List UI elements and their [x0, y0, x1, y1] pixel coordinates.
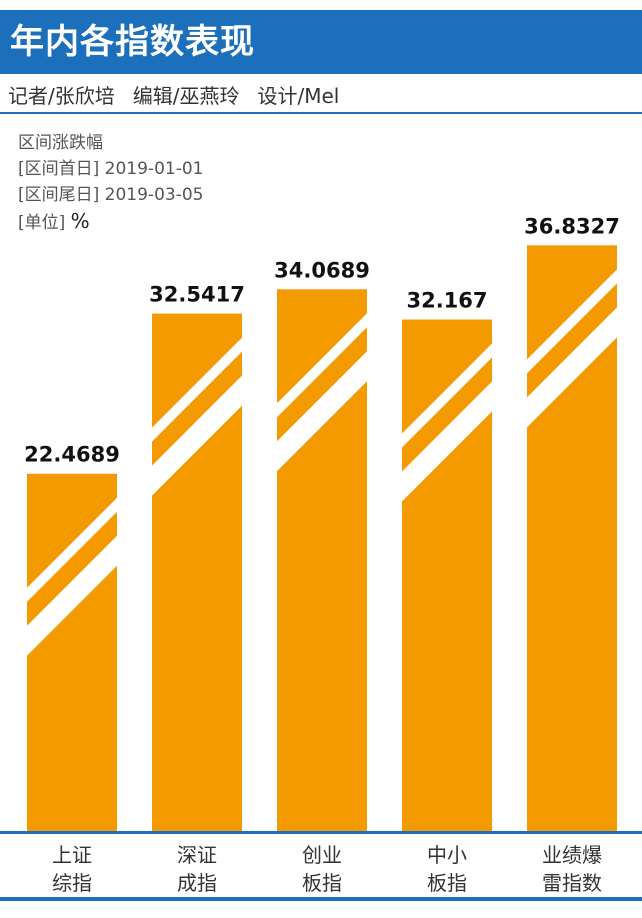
end-date-row: [区间尾日] 2019-03-05	[18, 182, 203, 208]
value-label: 32.167	[406, 289, 487, 313]
category-label: 板指	[427, 871, 467, 895]
value-label: 32.5417	[149, 283, 245, 307]
category-label: 板指	[302, 871, 342, 895]
value-label: 22.4689	[24, 443, 120, 467]
unit-row: [单位] %	[18, 208, 203, 236]
byline: 记者/张欣培 编辑/巫燕玲 设计/Mel	[0, 78, 642, 114]
x-axis-line	[0, 831, 642, 834]
byline-editor: 编辑/巫燕玲	[132, 84, 240, 108]
bottom-rule	[0, 897, 642, 901]
category-label: 中小	[427, 843, 467, 867]
end-date: 2019-03-05	[104, 185, 204, 205]
category-label: 深证	[177, 843, 217, 867]
category-label: 雷指数	[542, 871, 602, 895]
end-date-label: [区间尾日]	[18, 185, 100, 205]
start-date-label: [区间首日]	[18, 159, 100, 179]
category-label: 综指	[52, 871, 92, 895]
category-label: 业绩爆	[542, 843, 602, 867]
value-label: 34.0689	[274, 258, 370, 282]
unit-label: [单位]	[18, 213, 66, 233]
unit-value: %	[70, 209, 90, 233]
byline-design: 设计/Mel	[257, 84, 340, 108]
bar-stripes	[277, 313, 367, 472]
page-title: 年内各指数表现	[0, 10, 642, 74]
chart-meta: 区间涨跌幅 [区间首日] 2019-01-01 [区间尾日] 2019-03-0…	[18, 130, 203, 236]
category-label: 创业	[302, 843, 342, 867]
bar-stripes	[527, 269, 617, 428]
start-date: 2019-01-01	[104, 159, 204, 179]
value-label: 36.8327	[524, 214, 620, 238]
start-date-row: [区间首日] 2019-01-01	[18, 156, 203, 182]
chart-subtitle: 区间涨跌幅	[18, 133, 103, 153]
bar	[27, 473, 117, 831]
byline-reporter: 记者/张欣培	[8, 84, 115, 108]
bar-stripes	[152, 337, 242, 496]
category-label: 成指	[177, 871, 217, 895]
category-label: 上证	[52, 843, 92, 867]
bar-stripes	[27, 497, 117, 656]
bar-stripes	[402, 343, 492, 502]
